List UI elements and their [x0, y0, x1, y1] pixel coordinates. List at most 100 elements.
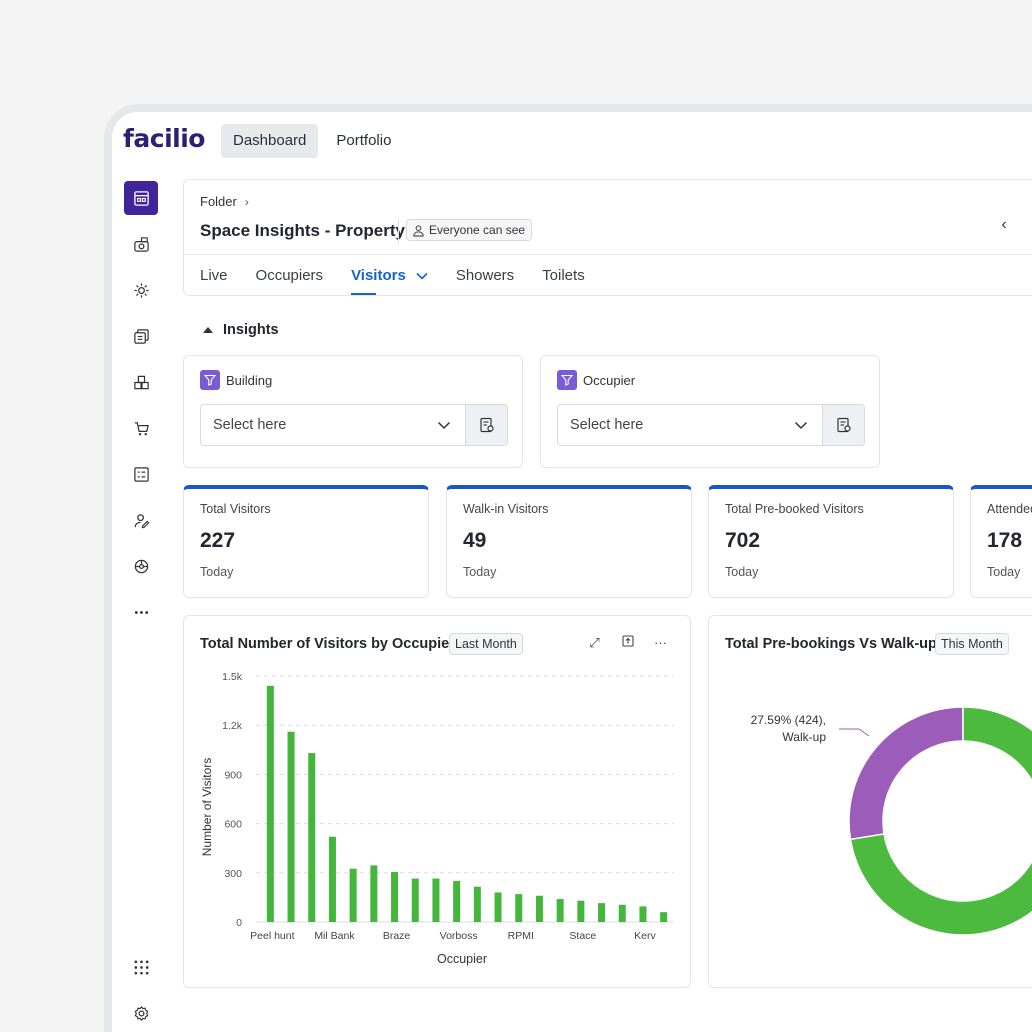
- tab-showers[interactable]: Showers: [455, 267, 515, 284]
- bar[interactable]: [287, 731, 295, 922]
- chevron-left-icon[interactable]: ‹: [1001, 216, 1007, 233]
- facilio-logo[interactable]: facilio: [123, 124, 205, 153]
- chevron-right-icon: ›: [244, 194, 249, 209]
- export-icon[interactable]: [619, 635, 636, 651]
- topnav-dashboard[interactable]: Dashboard: [221, 124, 319, 158]
- kpi-period: Today: [987, 565, 1021, 579]
- card-title: Total Pre-bookings Vs Walk-up: [725, 636, 937, 652]
- app-window: facilio Dashboard Portfolio: [112, 112, 1032, 1032]
- bar[interactable]: [328, 836, 336, 922]
- kpi-label: Total Pre-booked Visitors: [725, 502, 864, 516]
- bar[interactable]: [349, 868, 357, 922]
- settings-icon[interactable]: [124, 996, 158, 1030]
- bar[interactable]: [432, 878, 440, 922]
- chevron-down-icon[interactable]: [416, 272, 428, 280]
- user-icon: [413, 224, 424, 237]
- bar[interactable]: [308, 753, 316, 922]
- workplace-icon[interactable]: [124, 549, 158, 583]
- occupier-select[interactable]: Select here: [557, 404, 865, 446]
- period-badge[interactable]: Last Month: [449, 633, 523, 655]
- tab-occupiers[interactable]: Occupiers: [255, 267, 324, 284]
- chevron-down-icon[interactable]: [437, 417, 451, 433]
- bar[interactable]: [391, 871, 399, 922]
- expand-icon[interactable]: ⤢: [589, 635, 600, 650]
- tab-toilets[interactable]: Toilets: [542, 267, 585, 284]
- y-tick-label: 1.2k: [222, 720, 243, 732]
- building-select[interactable]: Select here: [200, 404, 508, 446]
- y-axis-label: Number of Visitors: [200, 758, 214, 856]
- bar[interactable]: [639, 906, 647, 922]
- caret-up-icon: [203, 327, 213, 333]
- kpi-period: Today: [725, 565, 759, 579]
- prebookings-vs-walkup-card: Total Pre-bookings Vs Walk-up This Month…: [708, 615, 1032, 988]
- bar[interactable]: [577, 900, 585, 922]
- x-tick-label: Peel hunt: [250, 930, 294, 942]
- main-content: Folder › Space Insights - Property Every…: [183, 179, 1032, 1032]
- insights-label: Insights: [223, 322, 279, 338]
- tab-visitors[interactable]: Visitors: [351, 255, 428, 297]
- occupier-filter-label-row: Occupier: [557, 370, 635, 390]
- filter-icon: [200, 370, 220, 390]
- kpi-value: 178: [987, 529, 1023, 552]
- lookup-icon[interactable]: [465, 405, 507, 445]
- visitors-by-occupier-card: Total Number of Visitors by Occupier Las…: [183, 615, 691, 988]
- kpi-total-visitors[interactable]: Total Visitors 227 Today: [183, 485, 429, 598]
- tab-live[interactable]: Live: [200, 267, 228, 284]
- y-tick-label: 900: [224, 769, 242, 781]
- bar[interactable]: [411, 878, 419, 922]
- bar[interactable]: [535, 895, 543, 922]
- lookup-icon[interactable]: [822, 405, 864, 445]
- top-navigation: Dashboard Portfolio: [221, 124, 403, 158]
- assets-icon[interactable]: [124, 227, 158, 261]
- y-tick-label: 1.5k: [222, 671, 243, 683]
- dashboard-icon[interactable]: [124, 181, 158, 215]
- kpi-label: Total Visitors: [200, 502, 271, 516]
- building-filter-label-row: Building: [200, 370, 272, 390]
- kpi-attended[interactable]: Attended 178 Today: [970, 485, 1032, 598]
- period-badge[interactable]: This Month: [935, 633, 1009, 655]
- bar[interactable]: [556, 899, 564, 922]
- bar[interactable]: [515, 894, 523, 922]
- bar[interactable]: [453, 881, 461, 922]
- apps-grid-icon[interactable]: [124, 950, 158, 984]
- chevron-down-icon[interactable]: [794, 417, 808, 433]
- filter-icon: [557, 370, 577, 390]
- maintenance-icon[interactable]: [124, 273, 158, 307]
- documents-icon[interactable]: [124, 319, 158, 353]
- x-tick-label: RPMI: [508, 930, 534, 942]
- more-options-icon[interactable]: ···: [654, 635, 667, 650]
- visibility-label: Everyone can see: [429, 223, 526, 237]
- bar[interactable]: [494, 892, 502, 922]
- building-filter-label: Building: [226, 372, 273, 388]
- bar[interactable]: [660, 912, 668, 922]
- kpi-period: Today: [463, 565, 497, 579]
- bar[interactable]: [473, 886, 481, 922]
- kpi-label: Attended: [987, 502, 1032, 516]
- breadcrumb-folder[interactable]: Folder: [200, 194, 237, 209]
- bar[interactable]: [266, 685, 274, 922]
- dashboard-header: Folder › Space Insights - Property Every…: [183, 179, 1032, 296]
- bar-chart: 0 300 600 900 1.2k 1.5k Peel hunt Mil Bank Braze…: [200, 671, 674, 966]
- kpi-prebooked-visitors[interactable]: Total Pre-booked Visitors 702 Today: [708, 485, 954, 598]
- topnav-portfolio[interactable]: Portfolio: [336, 132, 392, 149]
- donut-slice-pre-bookings[interactable]: [849, 706, 1032, 936]
- occupier-filter: Occupier Select here: [540, 355, 880, 468]
- people-icon[interactable]: [124, 503, 158, 537]
- kpi-value: 227: [200, 529, 236, 552]
- y-tick-label: 600: [224, 819, 242, 831]
- insights-toggle[interactable]: Insights: [203, 322, 279, 338]
- reports-icon[interactable]: [124, 457, 158, 491]
- bar[interactable]: [370, 865, 378, 922]
- kpi-period: Today: [200, 565, 234, 579]
- inventory-icon[interactable]: [124, 365, 158, 399]
- procurement-icon[interactable]: [124, 411, 158, 445]
- more-icon[interactable]: [124, 595, 158, 629]
- visibility-badge[interactable]: Everyone can see: [406, 219, 533, 241]
- kpi-value: 49: [463, 529, 487, 552]
- donut-slice-walk-up[interactable]: [848, 706, 964, 841]
- bar[interactable]: [598, 903, 606, 922]
- x-tick-label: Braze: [383, 930, 411, 942]
- bar[interactable]: [618, 904, 626, 922]
- sidebar: [112, 168, 168, 1032]
- kpi-walkin-visitors[interactable]: Walk-in Visitors 49 Today: [446, 485, 692, 598]
